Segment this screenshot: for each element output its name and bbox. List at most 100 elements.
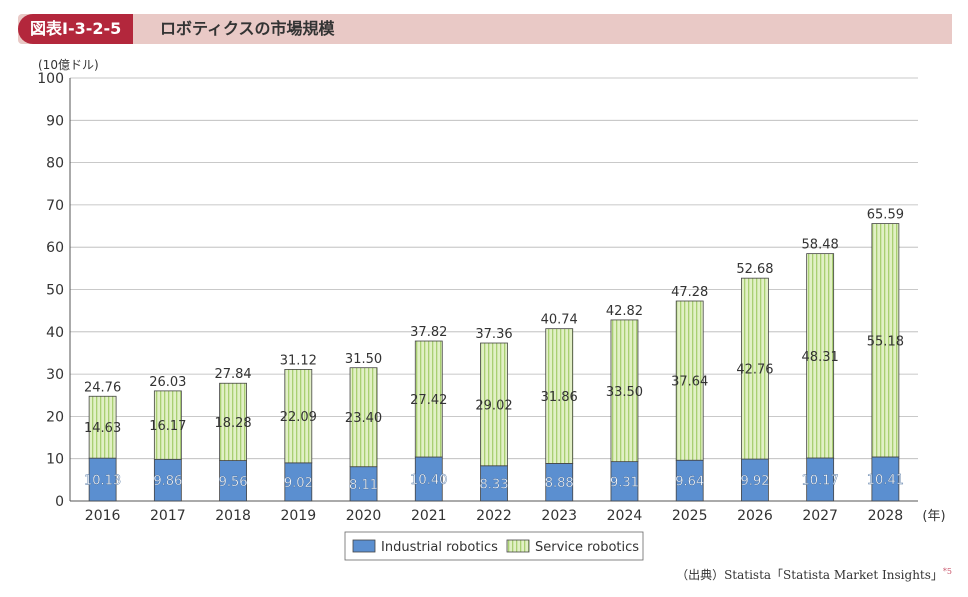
data-label-total: 31.12 [280, 353, 317, 368]
x-tick-label: 2018 [215, 508, 251, 524]
data-label-industrial: 8.88 [545, 476, 574, 491]
data-label-service: 55.18 [867, 334, 904, 349]
figure-number: 図表Ⅰ-3-2-5 [18, 14, 134, 44]
data-label-total: 37.82 [410, 325, 447, 340]
bar-industrial [219, 460, 247, 502]
data-label-total: 24.76 [84, 380, 121, 395]
bar-service [284, 369, 313, 464]
x-tick-label: 2021 [411, 508, 447, 524]
data-label-service: 16.17 [149, 419, 186, 434]
x-tick-label: 2017 [150, 508, 186, 524]
data-label-total: 27.84 [214, 367, 251, 382]
bar-service [871, 223, 900, 458]
data-label-service: 33.50 [606, 385, 643, 400]
x-tick-label: 2024 [607, 508, 643, 524]
y-tick-label: 20 [46, 409, 64, 425]
bar-service [741, 277, 769, 460]
source-note: （出典）Statista「Statista Market Insights」*5 [676, 566, 952, 583]
data-label-total: 40.74 [541, 313, 578, 328]
bar-service [414, 340, 443, 458]
data-label-industrial: 8.11 [349, 478, 378, 493]
x-tick-label: 2027 [802, 508, 838, 524]
data-label-service: 48.31 [802, 350, 839, 365]
bar-service [806, 253, 835, 459]
data-label-total: 58.48 [802, 238, 839, 253]
data-label-service: 18.28 [214, 416, 251, 431]
y-tick-label: 60 [46, 240, 64, 256]
data-label-service: 14.63 [84, 421, 121, 436]
x-axis-unit: (年) [922, 509, 945, 524]
x-tick-label: 2028 [868, 508, 904, 524]
bar-industrial [545, 463, 574, 502]
data-label-industrial: 9.02 [284, 476, 313, 491]
data-label-service: 29.02 [475, 398, 512, 413]
bar-industrial [610, 461, 639, 502]
bar-industrial [284, 462, 313, 502]
y-tick-label: 10 [46, 452, 64, 468]
data-label-industrial: 9.56 [219, 475, 248, 490]
bar-industrial [806, 457, 835, 502]
x-tick-label: 2025 [672, 508, 708, 524]
legend-label-service: Service robotics [535, 540, 639, 555]
y-tick-label: 70 [46, 198, 64, 214]
data-label-total: 47.28 [671, 285, 708, 300]
y-tick-label: 50 [46, 283, 64, 299]
data-label-industrial: 8.33 [480, 477, 509, 492]
data-label-service: 23.40 [345, 411, 382, 426]
legend-swatch-service [506, 539, 530, 553]
bar-service [545, 328, 574, 464]
data-label-total: 42.82 [606, 304, 643, 319]
data-label-industrial: 9.64 [675, 475, 704, 490]
x-tick-label: 2026 [737, 508, 773, 524]
bar-service [480, 342, 508, 467]
data-label-service: 42.76 [736, 363, 773, 378]
bar-industrial [349, 466, 378, 502]
legend-label-industrial: Industrial robotics [381, 540, 498, 555]
data-label-industrial: 10.17 [802, 473, 839, 488]
x-tick-label: 2022 [476, 508, 512, 524]
data-label-service: 27.42 [410, 393, 447, 408]
legend-box [344, 531, 644, 561]
bar-service [349, 367, 378, 468]
data-label-total: 26.03 [149, 375, 186, 390]
figure-header-bar [18, 14, 952, 44]
bar-industrial [480, 465, 508, 502]
bar-service [610, 319, 639, 463]
data-label-service: 31.86 [541, 390, 578, 405]
data-label-total: 37.36 [475, 327, 512, 342]
x-tick-label: 2020 [346, 508, 382, 524]
bar-service [219, 382, 247, 461]
data-label-industrial: 9.86 [153, 474, 182, 489]
data-label-industrial: 10.41 [867, 473, 904, 488]
y-axis-label: (10億ドル) [38, 58, 99, 72]
data-label-total: 65.59 [867, 208, 904, 223]
y-tick-label: 0 [55, 494, 64, 510]
data-label-industrial: 9.31 [610, 475, 639, 490]
legend-swatch-industrial [352, 539, 376, 553]
figure-title: ロボティクスの市場規模 [160, 19, 335, 38]
x-tick-label: 2019 [280, 508, 316, 524]
source-footnote-mark: *5 [942, 567, 952, 576]
data-label-service: 37.64 [671, 375, 708, 390]
x-tick-label: 2023 [541, 508, 577, 524]
y-tick-label: 90 [46, 113, 64, 129]
data-label-total: 52.68 [736, 262, 773, 277]
data-label-industrial: 10.40 [410, 473, 447, 488]
y-tick-label: 100 [37, 71, 64, 87]
data-label-industrial: 9.92 [740, 474, 769, 489]
bar-service [153, 390, 182, 460]
bar-industrial [153, 458, 182, 502]
data-label-total: 31.50 [345, 352, 382, 367]
y-tick-label: 80 [46, 156, 64, 172]
bar-industrial [88, 457, 117, 502]
bar-service [675, 300, 704, 461]
y-tick-label: 30 [46, 367, 64, 383]
data-label-service: 22.09 [280, 410, 317, 425]
bar-service [88, 395, 117, 459]
data-label-industrial: 10.13 [84, 474, 121, 489]
source-text: （出典）Statista「Statista Market Insights」 [676, 568, 943, 582]
y-tick-label: 40 [46, 325, 64, 341]
x-tick-label: 2016 [85, 508, 121, 524]
bar-industrial [414, 456, 443, 502]
